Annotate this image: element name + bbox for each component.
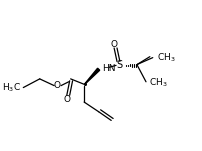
Text: S: S <box>116 60 122 70</box>
Text: CH$_3$: CH$_3$ <box>156 51 174 64</box>
Polygon shape <box>85 68 99 84</box>
Text: O: O <box>53 81 60 90</box>
Text: O: O <box>63 95 70 104</box>
Text: O: O <box>110 40 117 49</box>
Text: CH$_3$: CH$_3$ <box>148 77 167 89</box>
Text: HN: HN <box>102 64 116 73</box>
Text: H$_3$C: H$_3$C <box>2 81 21 94</box>
